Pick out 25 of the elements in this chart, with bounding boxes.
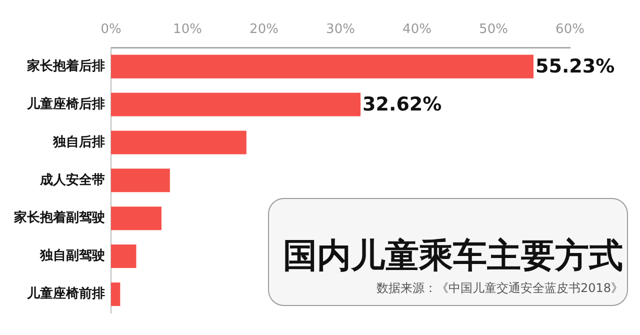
bar: [111, 206, 162, 230]
y-tick-label: 儿童座椅后排: [26, 96, 105, 112]
x-tick-label: 0%: [100, 22, 122, 38]
data-label: 55.23%: [536, 56, 615, 78]
x-tick-label: 40%: [402, 22, 432, 38]
data-label: 32.62%: [362, 93, 442, 116]
y-tick-label: 独自副驾驶: [39, 248, 105, 264]
bar: [111, 130, 246, 154]
y-tick-label: 儿童座椅前排: [26, 286, 105, 302]
x-tick-label: 30%: [326, 22, 355, 38]
annotation: 数据来源：《中国儿童交通安全蓝皮书2018》: [375, 280, 623, 297]
y-tick-label: 家长抱着副驾驶: [13, 210, 105, 226]
x-tick-label: 60%: [556, 22, 584, 38]
bar: [111, 168, 170, 192]
bar: [111, 244, 136, 268]
x-tick-label: 50%: [479, 22, 508, 38]
bar: [111, 54, 534, 78]
x-tick-label: 20%: [250, 22, 278, 38]
x-tick-label: 10%: [173, 22, 202, 38]
bar: [111, 282, 120, 306]
y-tick-label: 独自后排: [52, 134, 105, 150]
y-tick-label: 家长抱着后排: [26, 58, 105, 74]
text: 国内儿童乘车主要方式: [282, 236, 623, 276]
y-tick-label: 成人安全带: [39, 172, 105, 188]
bar: [111, 92, 361, 116]
